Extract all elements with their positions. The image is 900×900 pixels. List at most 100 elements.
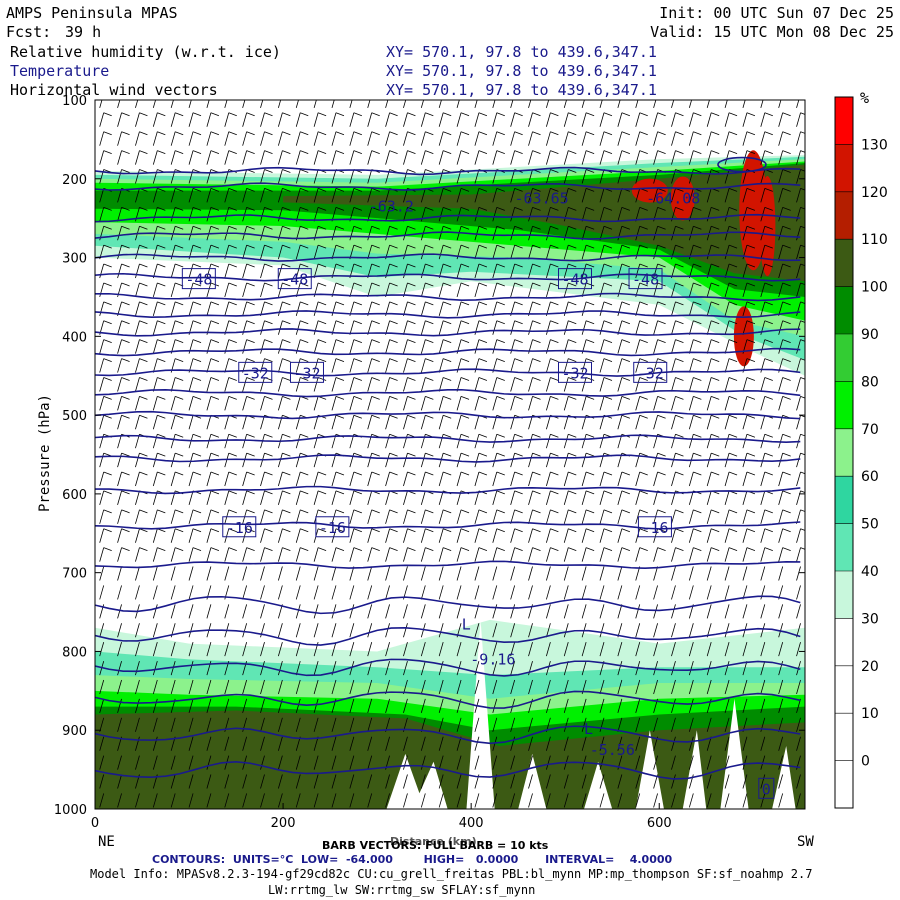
wind-barb (778, 320, 784, 335)
wind-barb (295, 547, 301, 562)
wind-barb-flag (407, 320, 416, 325)
wind-barb (724, 207, 730, 222)
wind-barb (742, 755, 748, 770)
wind-barb (117, 528, 122, 543)
wind-barb-flag (621, 414, 631, 419)
y-tick-label: 600 (62, 488, 87, 503)
wind-barb (599, 755, 605, 770)
wind-barb-flag (103, 112, 112, 117)
wind-barb-flag (764, 206, 773, 211)
terrain (386, 619, 796, 809)
wind-barb (135, 490, 140, 506)
wind-barb-flag (621, 244, 631, 249)
wind-barb-flag (728, 244, 738, 249)
wind-barb (438, 396, 444, 411)
wind-barb (474, 755, 480, 770)
wind-barb (420, 566, 426, 581)
wind-barb (796, 150, 801, 165)
wind-barb-flag (621, 320, 631, 325)
wind-barb-flag (175, 377, 184, 381)
wind-barb (438, 207, 444, 222)
plot-frame (94, 99, 806, 810)
wind-barb-flag (300, 94, 308, 97)
wind-barb (706, 377, 712, 392)
wind-barb (760, 642, 766, 657)
wind-barb (135, 245, 140, 260)
wind-barb (242, 736, 248, 751)
wind-barb (742, 774, 748, 789)
wind-barb-flag (425, 206, 434, 211)
wind-barb-flag (764, 301, 773, 306)
wind-barb (671, 434, 676, 449)
wind-barb-flag (728, 206, 738, 211)
temperature-isotherm (95, 231, 801, 240)
wind-barb-flag (532, 301, 541, 306)
wind-barb (778, 736, 784, 751)
wind-barb-flag (764, 188, 773, 192)
wind-barb (599, 131, 605, 146)
wind-barb-flag (335, 396, 345, 400)
wind-barb (599, 679, 605, 695)
wind-barb-flag (157, 433, 166, 438)
wind-barb (420, 245, 426, 260)
wind-barb (778, 717, 784, 732)
wind-barb (760, 396, 766, 411)
wind-barb (528, 679, 533, 695)
wind-barb (599, 320, 605, 335)
wind-barb (420, 396, 426, 411)
wind-barb (403, 226, 408, 241)
contour-label: -48 (632, 271, 659, 289)
wind-barb (117, 415, 122, 430)
wind-barb (420, 100, 424, 108)
wind-barb-flag (282, 452, 291, 457)
wind-barb-flag (175, 188, 184, 192)
wind-barb-flag (425, 452, 434, 457)
wind-barb (688, 415, 694, 430)
wind-barb (760, 604, 766, 619)
wind-barb (742, 396, 748, 411)
wind-barb-flag (585, 471, 595, 476)
wind-barb (135, 358, 140, 373)
wind-barb (456, 547, 462, 562)
wind-barb-flag (264, 150, 273, 154)
wind-barb (581, 566, 587, 581)
wind-barb-flag (103, 263, 112, 268)
temperature-isotherm (95, 272, 801, 282)
wind-barb-flag (460, 320, 470, 325)
wind-barb (295, 698, 301, 714)
wind-barb-flag (460, 263, 470, 268)
wind-barb (170, 604, 176, 619)
wind-barb (277, 585, 283, 600)
wind-barb-flag (585, 188, 595, 192)
wind-barb-flag (514, 528, 523, 533)
wind-barb (742, 471, 748, 487)
wind-barb (242, 471, 248, 487)
wind-barb (492, 528, 498, 543)
wind-barb-flag (728, 339, 738, 344)
wind-barb (706, 774, 712, 789)
wind-barb-flag (675, 244, 684, 249)
wind-barb (510, 226, 516, 241)
wind-barb (188, 415, 194, 430)
wind-barb-flag (478, 396, 488, 400)
wind-barb (420, 660, 426, 676)
wind-barb-flag (157, 339, 166, 344)
wind-barb (760, 509, 766, 524)
wind-barb-flag (729, 94, 737, 97)
wind-barb-flag (460, 206, 470, 211)
wind-barb-flag (175, 452, 184, 457)
wind-barb-flag (603, 301, 613, 306)
wind-barb (742, 698, 748, 714)
wind-barb (367, 566, 373, 581)
wind-barb-flag (264, 358, 273, 362)
wind-barb-flag (585, 528, 595, 533)
wind-barb (277, 755, 283, 770)
wind-barb-flag (264, 225, 273, 230)
wind-barb-flag (657, 452, 666, 457)
wind-barb (635, 207, 641, 222)
wind-barb-flag (675, 396, 684, 400)
wind-barb (546, 150, 551, 165)
wind-barb-flag (711, 112, 720, 117)
wind-barb (313, 415, 319, 430)
wind-barb-flag (568, 225, 577, 230)
